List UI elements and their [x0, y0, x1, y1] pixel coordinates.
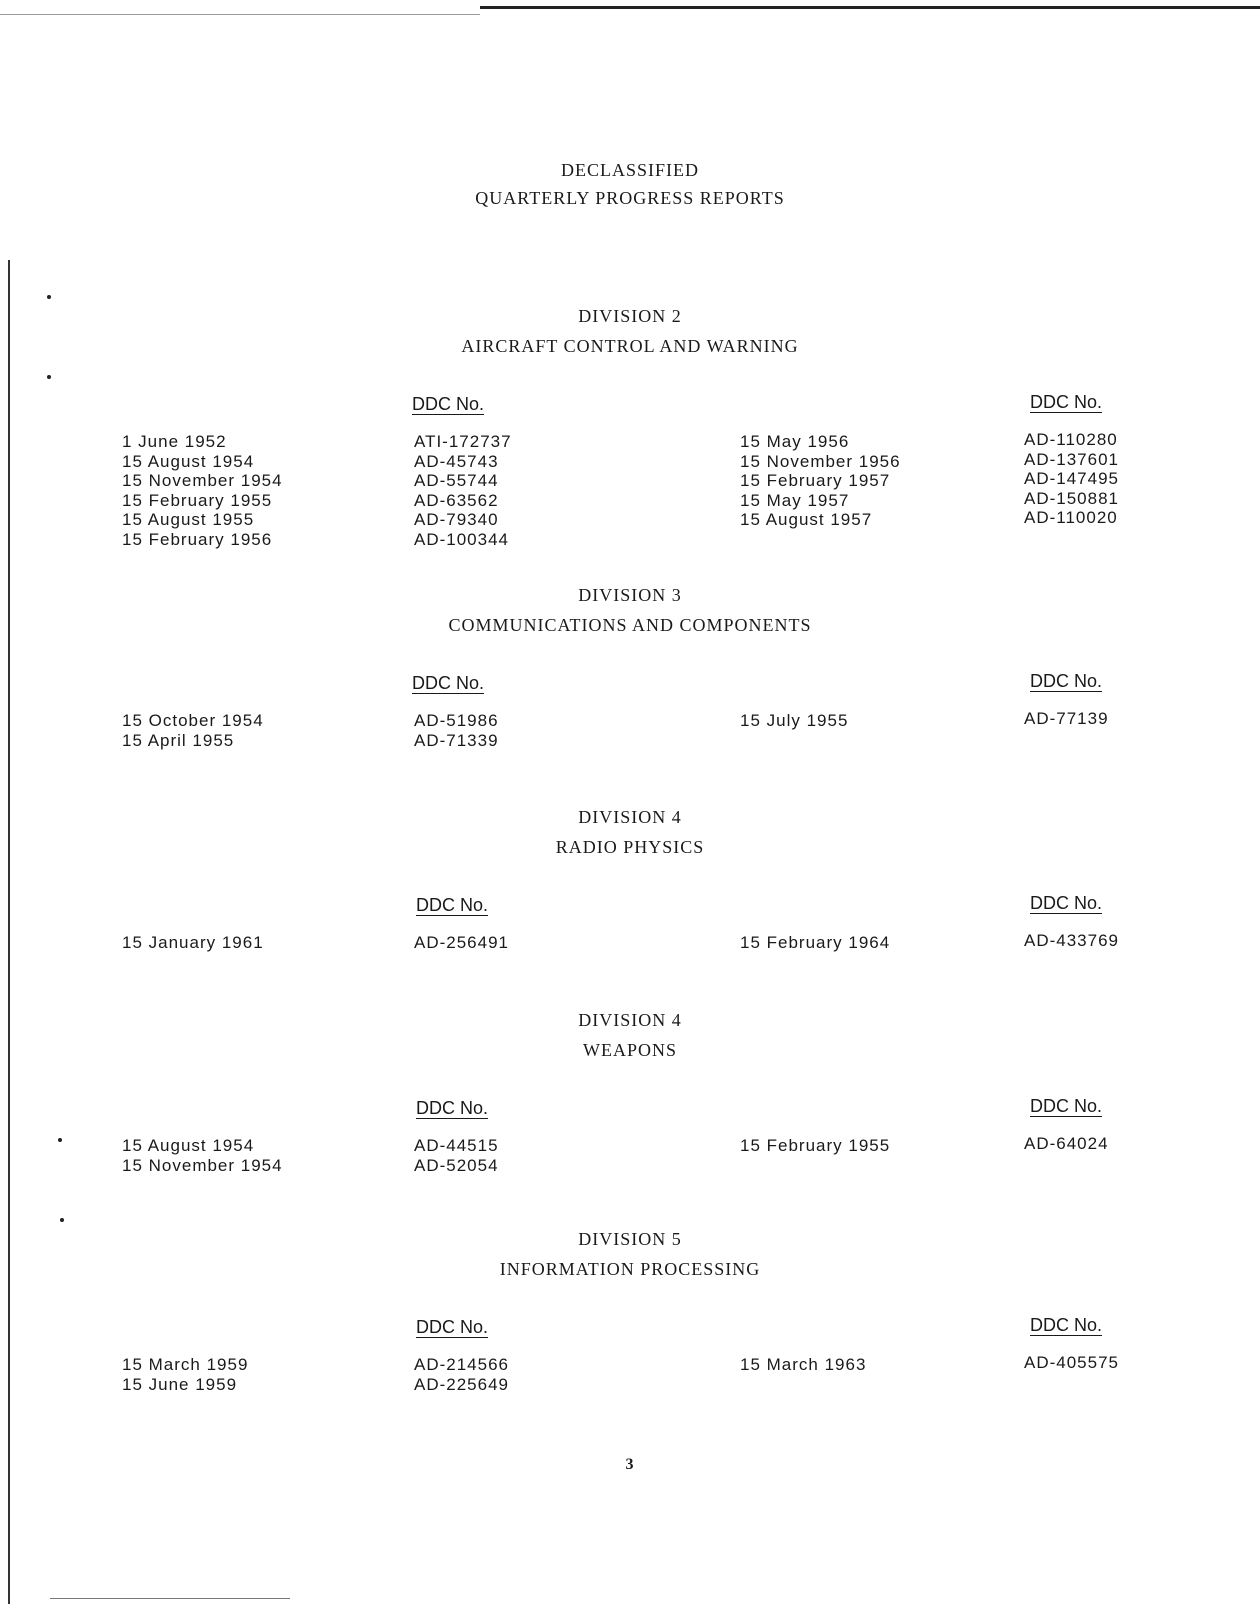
ddc-number: AD-71339 [414, 730, 499, 750]
punch-mark [58, 1138, 62, 1142]
scan-margin-line [8, 260, 10, 1604]
ddc-column-header: DDC No. [1030, 1096, 1103, 1116]
report-date: 15 February 1956 [122, 529, 273, 549]
division-heading: DIVISION 2 [578, 306, 682, 326]
ddc-number: AD-433769 [1024, 931, 1120, 950]
ddc-column-header: DDC No. [1030, 1315, 1103, 1335]
ddc-column-header: DDC No. [416, 895, 489, 915]
report-date: 15 June 1959 [122, 1374, 238, 1394]
division-name: AIRCRAFT CONTROL AND WARNING [461, 336, 799, 356]
report-date: 15 August 1954 [122, 451, 255, 471]
document-subtitle: QUARTERLY PROGRESS REPORTS [475, 188, 785, 208]
report-date: 15 July 1955 [740, 711, 849, 730]
ddc-number: AD-147495 [1024, 469, 1120, 488]
report-date: 15 February 1955 [740, 1136, 891, 1155]
report-date: 15 May 1956 [740, 432, 850, 451]
ddc-number: AD-137601 [1024, 449, 1120, 469]
division-name: INFORMATION PROCESSING [499, 1259, 761, 1279]
division-heading: DIVISION 5 [578, 1229, 682, 1249]
ddc-column-header: DDC No. [1030, 671, 1103, 691]
ddc-number: AD-214566 [414, 1355, 510, 1374]
report-date: 15 November 1956 [740, 451, 901, 471]
scan-edge-line [480, 6, 1260, 9]
report-date: 15 April 1955 [122, 730, 235, 750]
report-date: 15 February 1964 [740, 933, 891, 952]
report-date: 15 February 1955 [122, 490, 273, 510]
ddc-number: ATI-172737 [414, 432, 512, 451]
ddc-number: AD-100344 [414, 529, 510, 549]
ddc-number: AD-150881 [1024, 488, 1120, 508]
ddc-number: AD-110020 [1024, 508, 1118, 527]
ddc-number: AD-44515 [414, 1136, 499, 1155]
ddc-number: AD-51986 [414, 711, 499, 730]
ddc-number: AD-63562 [414, 490, 499, 510]
ddc-column-header: DDC No. [412, 394, 485, 414]
division-heading: DIVISION 4 [578, 1010, 682, 1030]
division-heading: DIVISION 4 [578, 807, 682, 827]
report-date: 15 August 1955 [122, 510, 255, 529]
report-date: 15 November 1954 [122, 471, 283, 490]
ddc-number: AD-55744 [414, 471, 499, 490]
ddc-number: AD-64024 [1024, 1134, 1109, 1153]
ddc-column-header: DDC No. [416, 1317, 489, 1337]
ddc-number: AD-79340 [414, 510, 499, 529]
report-date: 15 August 1957 [740, 510, 873, 529]
ddc-number: AD-256491 [414, 933, 510, 952]
report-date: 15 May 1957 [740, 490, 850, 510]
ddc-number: AD-110280 [1024, 430, 1118, 449]
punch-mark [47, 295, 51, 299]
ddc-column-header: DDC No. [416, 1098, 489, 1118]
report-date: 1 June 1952 [122, 432, 227, 451]
ddc-column-header: DDC No. [412, 673, 485, 693]
ddc-column-header: DDC No. [1030, 893, 1103, 913]
report-date: 15 August 1954 [122, 1136, 255, 1155]
document-title: DECLASSIFIED [560, 160, 699, 180]
scan-edge-line [0, 14, 480, 15]
division-name: WEAPONS [582, 1040, 677, 1060]
ddc-number: AD-405575 [1024, 1353, 1120, 1372]
report-date: 15 November 1954 [122, 1155, 283, 1175]
punch-mark [60, 1218, 64, 1222]
report-date: 15 October 1954 [122, 711, 264, 730]
report-date: 15 February 1957 [740, 471, 891, 490]
scan-edge-line [50, 1598, 290, 1599]
ddc-number: AD-225649 [414, 1374, 510, 1394]
ddc-number: AD-52054 [414, 1155, 499, 1175]
report-date: 15 March 1959 [122, 1355, 249, 1374]
ddc-number: AD-45743 [414, 451, 499, 471]
ddc-column-header: DDC No. [1030, 392, 1103, 412]
report-date: 15 January 1961 [122, 933, 264, 952]
page-number: 3 [625, 1456, 635, 1473]
division-heading: DIVISION 3 [578, 585, 682, 605]
punch-mark [47, 375, 51, 379]
ddc-number: AD-77139 [1024, 709, 1109, 728]
report-date: 15 March 1963 [740, 1355, 867, 1374]
division-name: RADIO PHYSICS [555, 837, 705, 857]
division-name: COMMUNICATIONS AND COMPONENTS [448, 615, 812, 635]
